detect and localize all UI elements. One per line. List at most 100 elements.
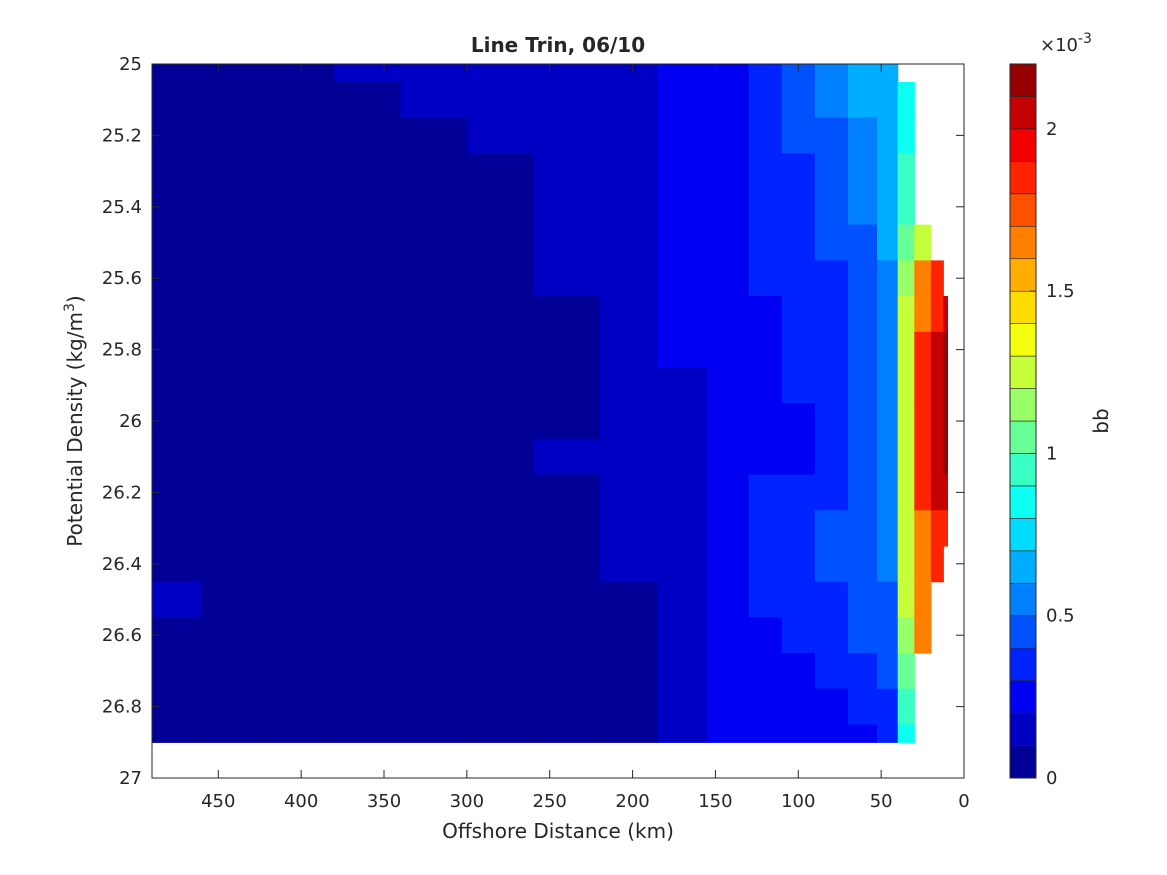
contour-cell: [897, 653, 915, 690]
contour-cell: [877, 724, 899, 743]
contour-cell: [466, 296, 534, 333]
contour-cell: [334, 224, 402, 261]
contour-cell: [707, 581, 750, 618]
contour-cell: [400, 581, 468, 618]
contour-cell: [848, 581, 878, 618]
contour-cell: [848, 510, 878, 547]
contour-cell: [201, 260, 269, 297]
contour-cell: [930, 296, 944, 333]
contour-cell: [152, 81, 203, 119]
contour-cell: [400, 474, 468, 511]
contour-cell: [707, 64, 750, 83]
contour-cell: [466, 403, 534, 440]
contour-cell: [814, 260, 849, 297]
contour-cell: [707, 474, 750, 511]
contour-cell: [781, 438, 816, 476]
contour-cell: [599, 64, 658, 83]
contour-cell: [466, 438, 534, 476]
contour-cell: [781, 688, 816, 726]
contour-cell: [201, 403, 269, 440]
contour-cell: [268, 688, 335, 726]
contour-cell: [599, 296, 658, 333]
contour-cell: [848, 117, 878, 154]
contour-cell: [848, 546, 878, 583]
contour-cell: [657, 260, 708, 297]
contour-cell: [814, 438, 849, 476]
contour-cell: [707, 189, 750, 226]
contour-cell: [201, 617, 269, 654]
contour-cell: [848, 474, 878, 511]
contour-cell: [268, 546, 335, 583]
contour-cell: [897, 438, 915, 476]
contour-cell: [781, 403, 816, 440]
contour-cell: [599, 653, 658, 690]
contour-cell: [748, 724, 783, 743]
contour-cell: [268, 81, 335, 119]
contour-cell: [334, 153, 402, 190]
contour-cell: [943, 331, 948, 369]
contour-cell: [781, 296, 816, 333]
contour-cell: [268, 438, 335, 476]
contour-cell: [466, 117, 534, 154]
contour-cell: [848, 403, 878, 440]
contour-cell: [466, 546, 534, 583]
contour-cell: [201, 331, 269, 369]
contour-cell: [848, 688, 878, 726]
contour-cell: [914, 546, 932, 583]
contour-cell: [466, 189, 534, 226]
contour-cell: [707, 367, 750, 404]
contour-cell: [707, 224, 750, 261]
colorbar-exponent: ×10-3: [1040, 31, 1092, 56]
contour-cell: [897, 688, 915, 726]
contour-cell: [268, 724, 335, 743]
colorbar-band: [1009, 680, 1037, 714]
contour-cell: [781, 260, 816, 297]
contour-cell: [152, 617, 203, 654]
contour-cell: [748, 260, 783, 297]
contour-fill: [152, 64, 948, 743]
contour-cell: [814, 189, 849, 226]
contour-cell: [914, 403, 932, 440]
contour-cell: [334, 474, 402, 511]
contour-cell: [707, 117, 750, 154]
contour-cell: [268, 117, 335, 154]
contour-cell: [400, 117, 468, 154]
contour-cell: [152, 510, 203, 547]
contour-cell: [748, 617, 783, 654]
contour-cell: [897, 260, 915, 297]
contour-cell: [914, 474, 932, 511]
x-axis-label: Offshore Distance (km): [442, 819, 674, 843]
contour-cell: [707, 653, 750, 690]
contour-cell: [707, 724, 750, 743]
contour-cell: [268, 64, 335, 83]
contour-cell: [930, 331, 944, 369]
contour-cell: [201, 81, 269, 119]
contour-cell: [930, 403, 944, 440]
contour-cell: [930, 260, 944, 297]
colorbar: 0 0.5 1 1.5 2: [1009, 63, 1075, 789]
contour-cell: [400, 367, 468, 404]
contour-cell: [334, 331, 402, 369]
contour-cell: [897, 296, 915, 333]
contour-cell: [466, 653, 534, 690]
contour-cell: [152, 724, 203, 743]
contour-cell: [877, 688, 899, 726]
contour-cell: [657, 724, 708, 743]
colorbar-band: [1009, 225, 1037, 260]
contour-cell: [657, 331, 708, 369]
contour-cell: [152, 64, 203, 83]
contour-cell: [781, 331, 816, 369]
contour-cell: [877, 653, 899, 690]
contour-cell: [334, 688, 402, 726]
colorbar-frame: [1009, 63, 1037, 779]
contour-cell: [657, 653, 708, 690]
x-tick-label: 50: [870, 791, 893, 812]
contour-cell: [848, 189, 878, 226]
contour-cell: [599, 688, 658, 726]
contour-cell: [930, 438, 944, 476]
y-tick-label: 26.6: [102, 625, 142, 646]
y-axis-label-superscript: 3: [62, 303, 78, 312]
colorbar-band: [1009, 485, 1037, 519]
contour-cell: [781, 224, 816, 261]
